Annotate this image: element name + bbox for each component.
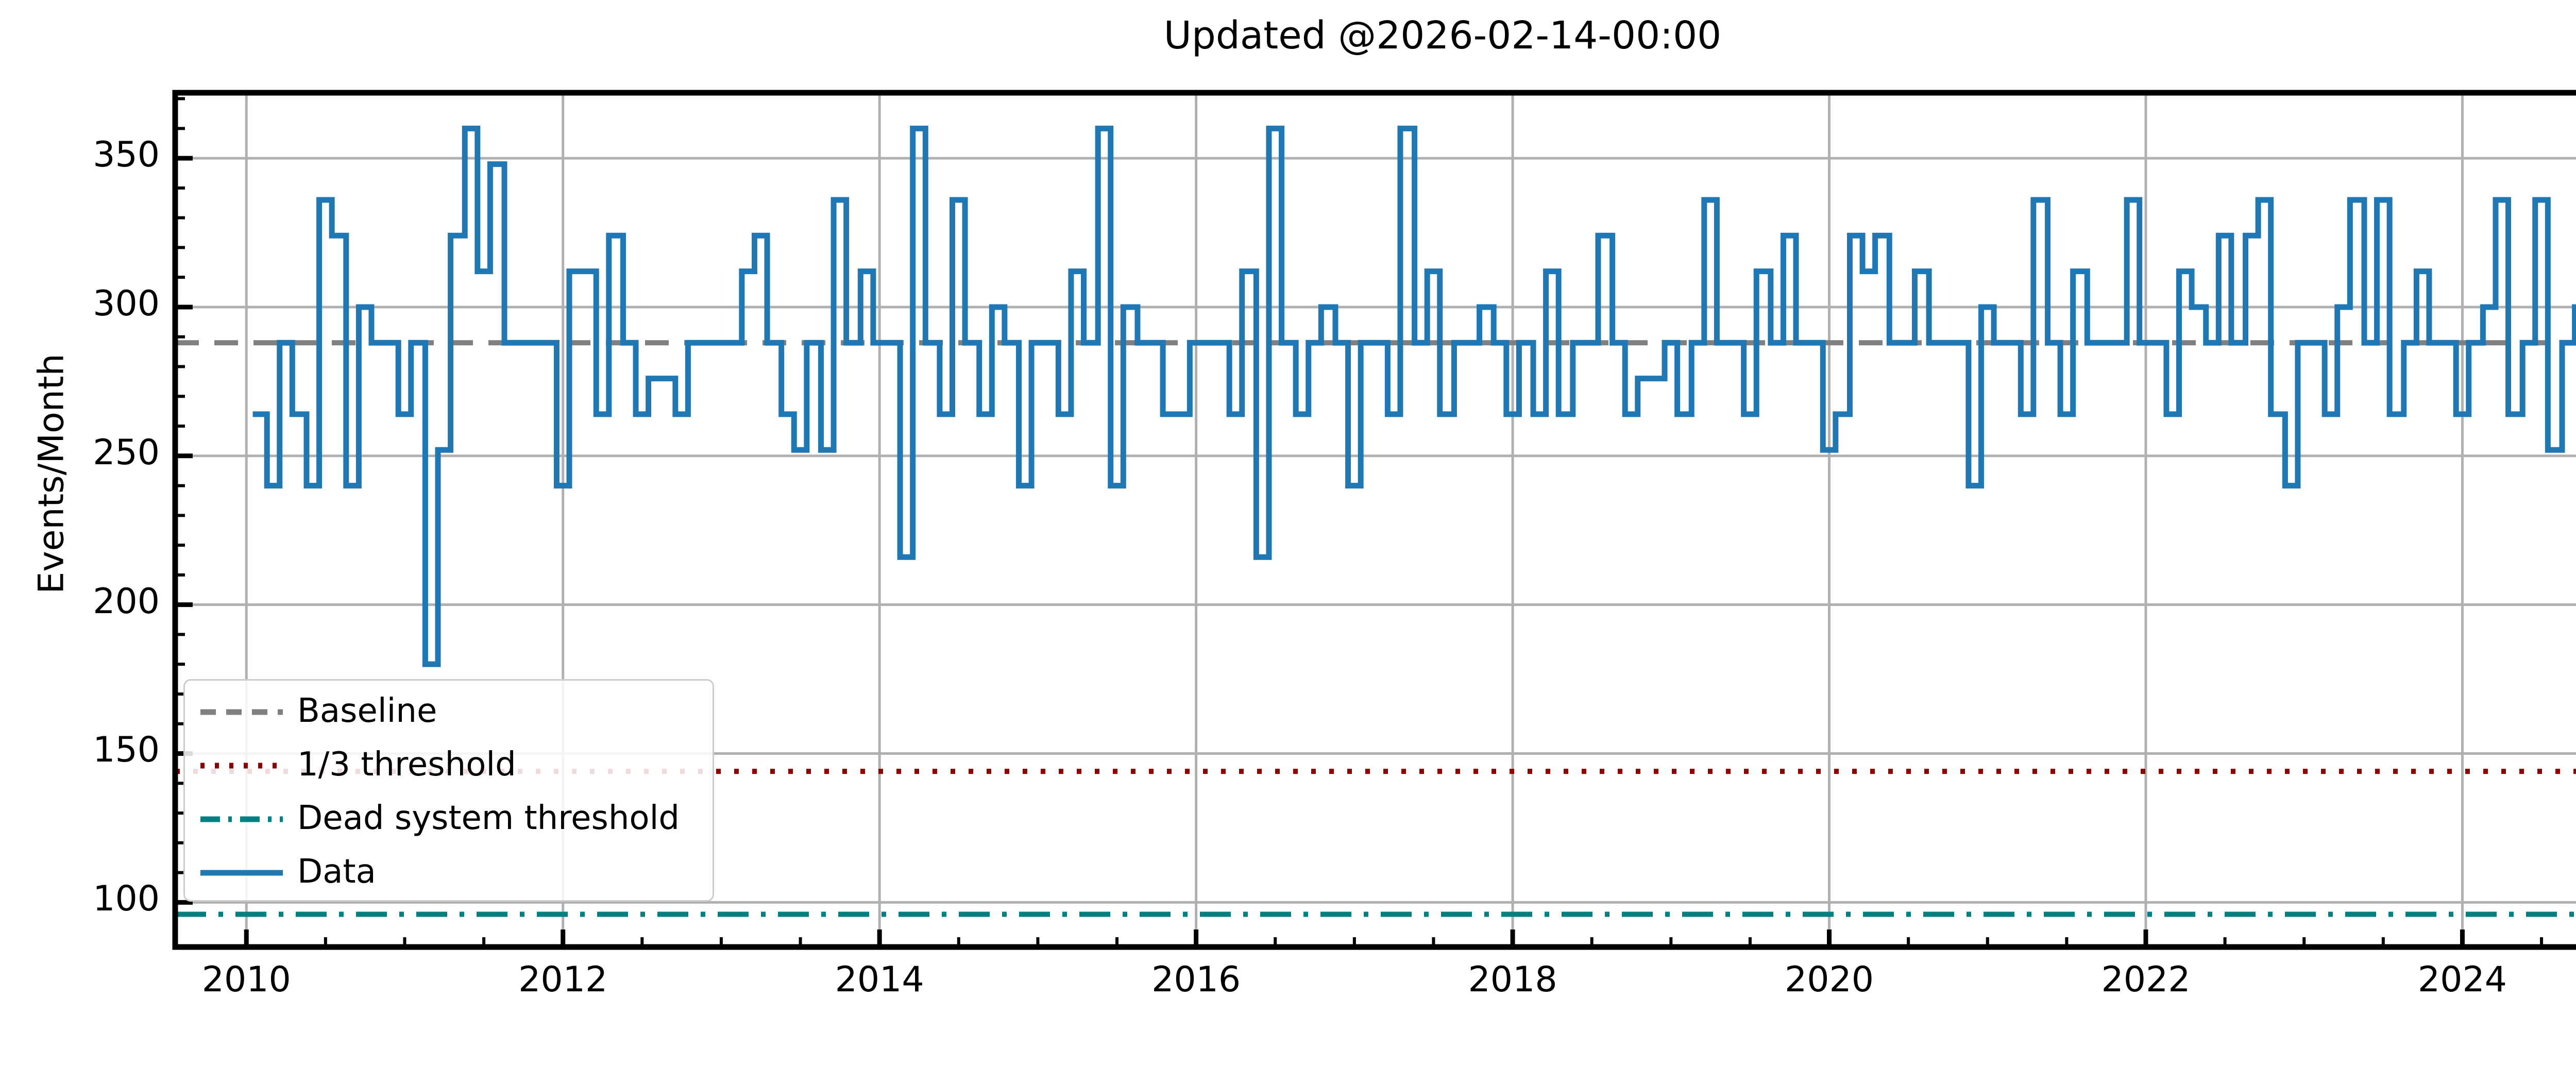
x-tick-label: 2020: [1785, 959, 1874, 1000]
legend-swatch-data: [200, 868, 283, 876]
legend-swatch-dead-system-threshold: [200, 815, 283, 822]
legend-item: 1/3 threshold: [185, 737, 713, 793]
y-tick-label: 250: [93, 432, 160, 473]
legend-swatch-baseline: [200, 707, 283, 715]
x-tick-label: 2012: [518, 959, 608, 1000]
x-tick-label: 2018: [1468, 959, 1557, 1000]
legend-label: Baseline: [297, 692, 437, 730]
legend-item: Dead system threshold: [185, 791, 713, 847]
x-tick-label: 2014: [835, 959, 924, 1000]
legend-item: Baseline: [185, 684, 713, 739]
x-tick-label: 2016: [1151, 959, 1241, 1000]
legend-label: Data: [297, 853, 376, 891]
y-tick-label: 350: [93, 134, 160, 176]
y-tick-label: 100: [93, 878, 160, 920]
x-tick-label: 2010: [201, 959, 291, 1000]
legend-label: 1/3 threshold: [297, 746, 516, 784]
y-tick-label: 300: [93, 283, 160, 324]
page-title: Updated @2026-02-14-00:00: [1163, 13, 1722, 58]
plot-border: [172, 90, 2576, 950]
legend-item: Data: [185, 844, 713, 900]
x-tick-label: 2024: [2417, 959, 2507, 1000]
legend-swatch-1-3-threshold: [200, 761, 283, 769]
y-tick-label: 200: [93, 581, 160, 622]
data-series-line: [252, 125, 2576, 667]
chart-legend: Baseline 1/3 threshold Dead system thresho…: [183, 679, 714, 902]
x-tick-label: 2022: [2101, 959, 2191, 1000]
y-tick-label: 150: [93, 730, 160, 771]
legend-label: Dead system threshold: [297, 799, 680, 837]
